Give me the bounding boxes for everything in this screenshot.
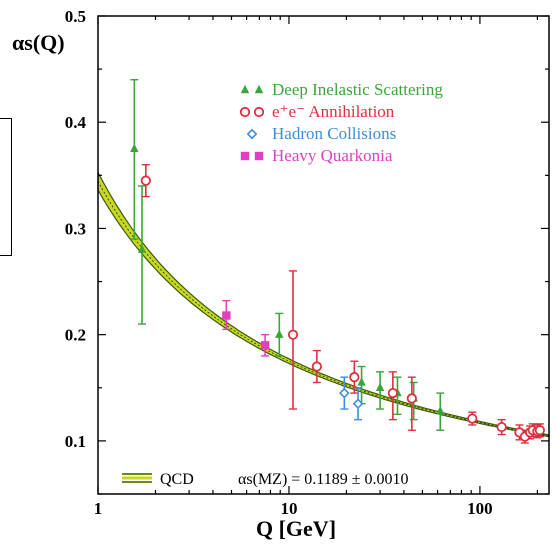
x-axis-title: Q [GeV] (256, 516, 336, 541)
legend-label: Deep Inelastic Scattering (272, 80, 443, 99)
triangle-data-point (130, 143, 139, 152)
circle-data-point (140, 175, 151, 186)
circle-data-point (534, 425, 545, 436)
circle-data-point (387, 387, 398, 399)
circle-data-point (349, 372, 360, 383)
qcd-band (97, 172, 550, 438)
circle-data-point (467, 413, 478, 424)
triangle-data-point (375, 382, 385, 391)
legend-label: Hadron Collisions (272, 124, 396, 143)
square-data-point (260, 341, 270, 350)
triangle-data-point (137, 244, 147, 253)
qcd-band-fill (97, 172, 550, 438)
data-markers (130, 143, 545, 442)
cropped-frame-edge (0, 118, 12, 256)
qcd-band-center (97, 181, 550, 437)
legend-marker (254, 151, 264, 161)
y-tick-label: 0.1 (65, 432, 86, 451)
diamond-data-point (352, 398, 364, 410)
legend: Deep Inelastic Scattering e⁺e⁻ Annihilati… (239, 80, 443, 165)
y-tick-label: 0.2 (65, 326, 86, 345)
y-tick-label: 0.4 (65, 113, 87, 132)
triangle-data-point (436, 405, 445, 415)
legend-marker (239, 106, 251, 118)
diamond-data-point (339, 387, 350, 399)
legend-label: e⁺e⁻ Annihilation (272, 102, 395, 121)
y-tick-label: 0.3 (65, 219, 86, 238)
triangle-data-point (357, 377, 366, 386)
qcd-note: QCD αs(MZ) = 0.1189 ± 0.0010 (122, 471, 408, 488)
legend-marker (246, 128, 258, 140)
square-data-point (222, 311, 231, 320)
y-axis-title: αs(Q) (12, 30, 65, 55)
circle-data-point (496, 421, 507, 433)
legend-marker (254, 84, 264, 94)
legend-marker (240, 151, 250, 161)
x-tick-label: 100 (467, 499, 493, 518)
circle-data-point (311, 361, 322, 372)
triangle-data-point (275, 329, 284, 338)
circle-data-point (406, 393, 417, 404)
legend-marker (240, 84, 250, 94)
alpha-s-mz-formula: αs(MZ) = 0.1189 ± 0.0010 (238, 471, 408, 488)
axis-ticks: 1 10 100 0.1 0.2 0.3 0.4 0.5 (65, 7, 549, 518)
plot-frame (97, 15, 550, 495)
legend-marker (253, 106, 265, 118)
circle-data-point (287, 329, 299, 340)
x-tick-label: 10 (280, 499, 297, 518)
qcd-label: QCD (160, 471, 194, 488)
x-tick-label: 1 (94, 499, 103, 518)
y-tick-label: 0.5 (65, 7, 86, 26)
legend-label: Heavy Quarkonia (272, 146, 393, 165)
